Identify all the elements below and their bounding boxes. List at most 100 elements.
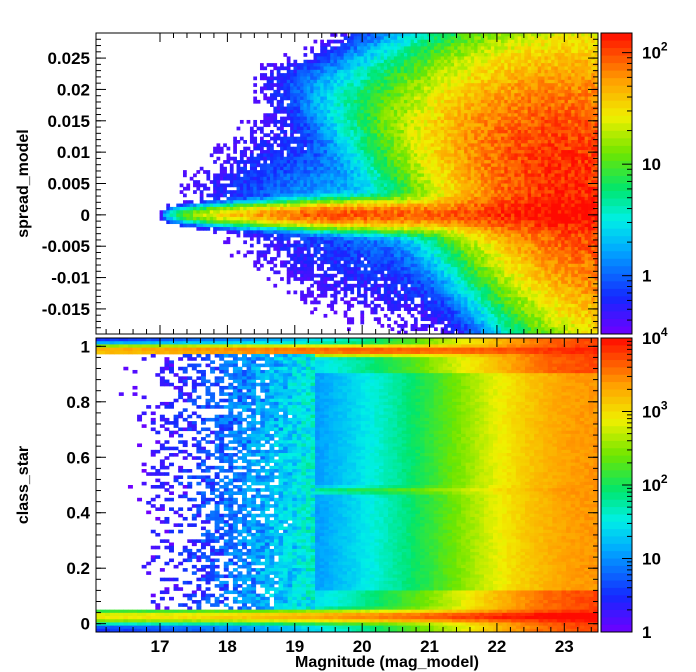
heat-cell [417,43,422,47]
heat-cell [310,46,314,51]
heat-cell [303,53,308,57]
heat-cell [256,143,261,148]
heat-cell [457,290,462,295]
heat-cell [226,230,231,235]
heat-cell [403,267,408,271]
heat-cell [393,193,398,198]
heat-cell [454,247,458,251]
heat-cell [454,119,458,124]
heat-cell [320,46,324,51]
heat-cell [444,310,448,315]
heat-cell [373,283,378,288]
heat-cell [373,43,378,47]
heat-cell [300,79,304,84]
heat-cell [276,109,281,114]
heat-cell [427,193,432,198]
heat-cell [286,79,291,84]
heat-cell [373,170,378,174]
heat-cell [360,126,365,131]
heat-cell [410,283,415,288]
heat-cell [343,170,348,174]
heat-cell [357,59,361,64]
heat-cell [313,103,318,107]
heat-cell [410,300,415,305]
heat-cell [343,99,348,104]
heat-cell [360,123,365,128]
heat-cell [320,237,324,241]
heat-cell [387,206,391,211]
heat-cell [320,146,324,151]
heat-cell [423,226,428,231]
heat-cell [407,106,411,111]
heat-cell [450,210,455,214]
heat-cell [357,260,361,265]
heat-cell [377,86,381,91]
heat-cell [447,140,452,144]
heat-cell [347,300,351,305]
heat-cell [293,153,298,158]
heat-cell [330,260,335,265]
heat-cell [447,96,452,101]
heat-cell [434,273,438,278]
heat-cell [280,190,284,194]
heat-cell [440,96,445,101]
heat-cell [316,173,321,178]
heat-cell [377,123,381,128]
heat-cell [276,196,281,201]
heat-cell [199,220,204,225]
heat-cell [310,223,314,228]
heat-cell [410,109,415,114]
heat-cell [450,143,455,148]
heat-cell [246,213,251,218]
heat-cell [400,126,405,131]
heat-cell [193,206,197,211]
heat-cell [259,213,264,218]
heat-cell [360,56,365,61]
heat-cell [300,193,304,198]
heat-cell [286,123,291,128]
heat-cell [444,233,448,238]
heat-cell [410,313,415,318]
heat-cell [273,170,278,174]
heat-cell [367,99,371,104]
heat-cell [259,146,264,151]
heat-cell [437,36,442,41]
heat-cell [377,206,381,211]
heat-cell [457,170,462,174]
heat-cell [353,79,358,84]
heat-cell [397,193,401,198]
heat-cell [373,39,378,44]
heat-cell [326,113,331,118]
heat-cell [320,180,324,184]
heat-cell [367,216,371,221]
heat-cell [336,76,341,81]
heat-cell [283,146,288,151]
heat-cell [236,250,241,255]
heat-cell [196,170,201,174]
heat-cell [236,170,241,174]
heat-cell [219,226,224,231]
heat-cell [357,129,361,134]
heat-cell [199,210,204,214]
heat-cell [323,93,328,97]
heat-cell [420,186,425,191]
heat-cell [387,287,391,291]
heat-cell [430,146,435,151]
heat-cell [450,129,455,134]
heat-cell [276,99,281,104]
heat-cell [440,153,445,158]
heat-cell [310,150,314,154]
heat-cell [283,203,288,208]
heat-cell [276,166,281,171]
heat-cell [283,263,288,268]
heat-cell [450,230,455,235]
heat-cell [427,53,432,57]
heat-cell [417,173,422,178]
heat-cell [353,270,358,275]
heat-cell [444,163,448,168]
heat-cell [243,173,247,178]
heat-cell [273,183,278,188]
heat-cell [213,213,217,218]
heat-cell [390,257,395,261]
heat-cell [273,216,278,221]
